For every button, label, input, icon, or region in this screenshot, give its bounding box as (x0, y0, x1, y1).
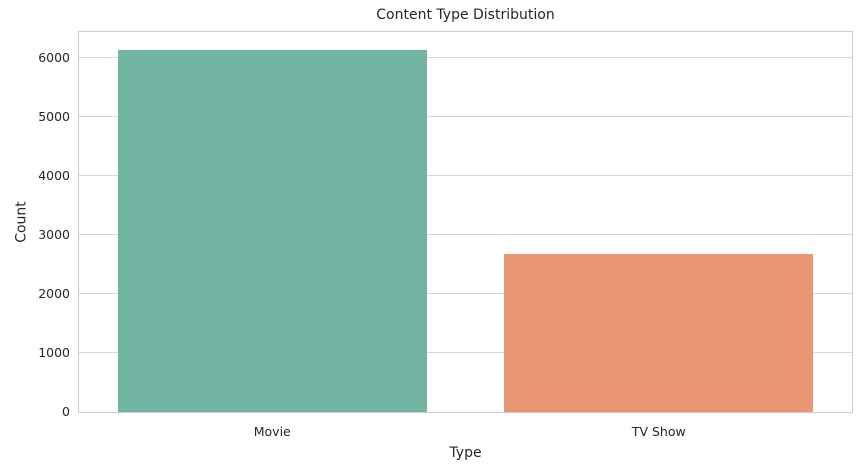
y-tick-label: 0 (62, 404, 70, 419)
gridline-1000 (79, 351, 852, 353)
x-tick-label-tv-show: TV Show (631, 424, 686, 439)
plot-area (78, 31, 853, 413)
bar-tv-show (504, 254, 814, 412)
gridline-3000 (79, 233, 852, 235)
bar-movie (117, 50, 427, 412)
x-tick-label-movie: Movie (253, 424, 291, 439)
gridline-2000 (79, 292, 852, 294)
gridline-5000 (79, 115, 852, 117)
gridline-4000 (79, 174, 852, 176)
y-tick-label: 4000 (38, 167, 70, 183)
y-tick-label: 6000 (38, 49, 70, 65)
y-tick-label: 1000 (38, 344, 70, 360)
x-axis-label: Type (449, 445, 482, 461)
y-tick-label: 3000 (38, 226, 70, 242)
chart-title: Content Type Distribution (376, 7, 555, 23)
gridline-6000 (79, 56, 852, 58)
y-tick-label: 2000 (38, 285, 70, 301)
y-tick-label: 5000 (38, 108, 70, 124)
